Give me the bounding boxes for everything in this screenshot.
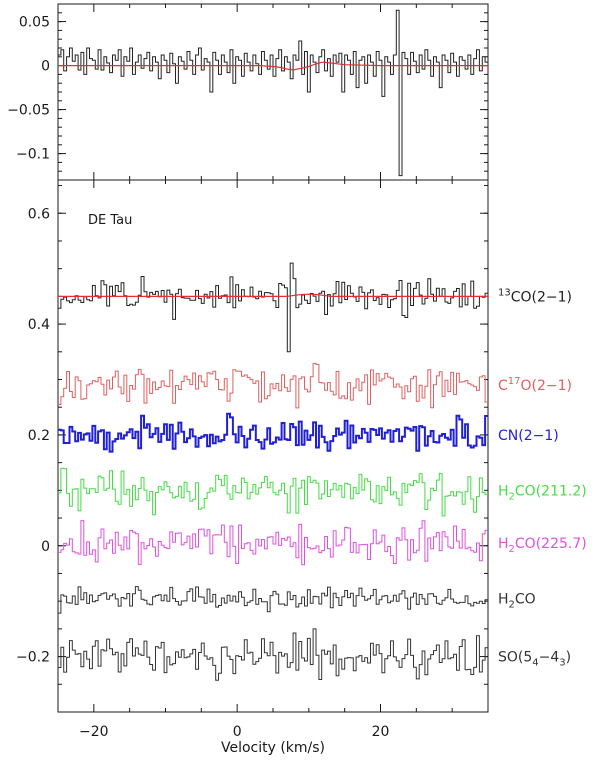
spectrum-line — [58, 628, 488, 681]
series-label-4: H2CO(225.7) — [498, 536, 587, 555]
x-axis-label: Velocity (km/s) — [221, 740, 325, 756]
top-spectrum — [58, 9, 488, 177]
top-spectrum-line — [58, 9, 488, 177]
series-label-5: H2CO — [498, 591, 536, 610]
spectrum-line — [58, 520, 488, 566]
y-tick-label-top: 0 — [41, 59, 50, 75]
top-panel-frame — [57, 3, 489, 181]
top-fit-line — [58, 61, 488, 71]
series-label-0: 13CO(2−1) — [498, 287, 572, 305]
source-annotation: DE Tau — [88, 213, 132, 228]
bottom-panel-frame — [57, 179, 489, 713]
x-tick-label: −20 — [79, 724, 109, 740]
y-tick-label-top: −0.05 — [7, 103, 50, 119]
series-label-6: SO(54−43) — [498, 650, 571, 669]
x-tick-label: 20 — [372, 724, 390, 740]
spectrum-line — [58, 362, 488, 409]
spectrum-line — [58, 467, 488, 517]
series-label-3: H2CO(211.2) — [498, 483, 587, 502]
top-y-ticks: 0.05 0 −0.05 −0.1 — [7, 4, 489, 180]
spectrum-line — [58, 586, 488, 614]
fit-line — [58, 293, 488, 297]
x-tick-label: 0 — [233, 724, 242, 740]
spectrum-line — [58, 262, 488, 353]
series-label-1: C17O(2−1) — [498, 376, 572, 394]
y-tick-label-bottom: 0.4 — [28, 317, 50, 333]
y-tick-label-bottom: −0.2 — [16, 650, 50, 666]
spectrum-line — [58, 412, 488, 453]
y-tick-label-bottom: 0.6 — [28, 206, 50, 222]
y-tick-label-top: 0.05 — [19, 15, 50, 31]
bottom-spectra — [58, 262, 488, 681]
y-tick-label-bottom: 0 — [41, 539, 50, 555]
series-labels: 13CO(2−1) C17O(2−1) CN(2−1) H2CO(211.2) H2CO… — [498, 287, 587, 668]
y-tick-label-bottom: 0.2 — [28, 428, 50, 444]
series-label-2: CN(2−1) — [498, 428, 559, 444]
y-tick-label-top: −0.1 — [16, 147, 50, 163]
